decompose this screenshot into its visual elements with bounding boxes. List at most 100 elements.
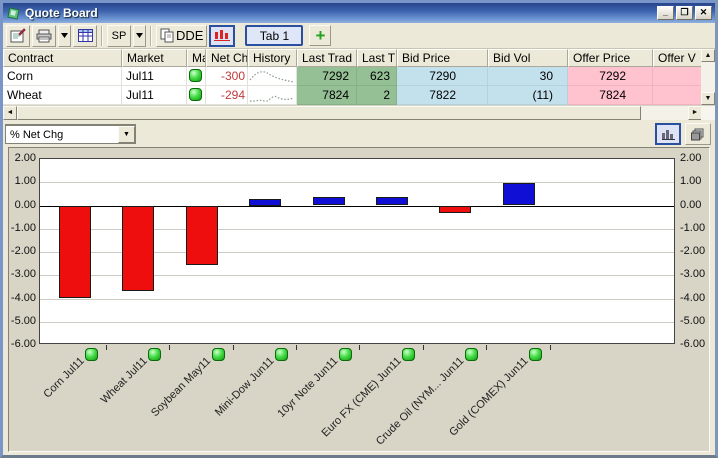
bar-chart-icon (661, 129, 675, 140)
gridline (40, 322, 674, 323)
y-axis-label-left: -2.00 (10, 245, 36, 257)
minimize-button[interactable]: _ (657, 6, 674, 20)
y-axis-label-left: 0.00 (14, 198, 36, 211)
chevron-down-icon[interactable]: ▼ (118, 126, 135, 143)
bar-chart-view-button[interactable] (655, 123, 681, 145)
column-header-ma[interactable]: Ma (187, 49, 206, 67)
category-status-led-icon (339, 348, 352, 361)
category-status-led-icon (465, 348, 478, 361)
x-axis-tick (359, 345, 361, 350)
properties-button[interactable] (6, 24, 30, 47)
history-sparkline (249, 95, 295, 102)
cell-last-trade: 7292 (297, 67, 357, 86)
cell-offer-price: 7292 (568, 67, 653, 86)
layers-icon (691, 128, 704, 140)
cell-net-chg: -300 (206, 67, 248, 86)
grid-settings-button[interactable] (73, 24, 97, 47)
category-status-led-icon (402, 348, 415, 361)
scroll-up-button[interactable]: ▲ (701, 49, 715, 62)
y-axis-label-left: -3.00 (10, 268, 36, 281)
category-status-led-icon (148, 348, 161, 361)
y-axis-label-right: 2.00 (680, 152, 702, 164)
y-axis-label-left: 2.00 (14, 152, 36, 164)
x-axis-tick (549, 345, 551, 350)
column-header-history[interactable]: History (248, 49, 297, 67)
gridline (40, 252, 674, 253)
table-row[interactable]: Wheat Jul11 -294 7824 2 7822 (11) 7824 (3, 86, 715, 105)
chevron-down-icon (61, 33, 68, 38)
app-logo-icon (7, 6, 20, 20)
x-axis-tick (105, 345, 107, 350)
cell-last-t: 2 (357, 86, 397, 105)
cell-bid-vol: (11) (488, 86, 568, 105)
toolbar-separator (150, 25, 152, 46)
x-axis-tick (169, 345, 171, 350)
y-axis-label-left: 1.00 (14, 175, 36, 188)
column-header-bid-vol[interactable]: Bid Vol (488, 49, 568, 67)
sp-button[interactable]: SP (107, 24, 131, 47)
scrollbar-thumb[interactable] (17, 106, 641, 120)
y-axis-label-right: -6.00 (680, 338, 706, 350)
show-chart-button[interactable] (209, 24, 236, 47)
table-vertical-scrollbar[interactable]: ▲ ▼ (701, 49, 715, 105)
window-title: Quote Board (25, 6, 98, 20)
cell-bid-price: 7822 (397, 86, 488, 105)
cell-last-t: 623 (357, 67, 397, 86)
print-options-dropdown[interactable] (58, 24, 71, 47)
gridline (40, 299, 674, 300)
chart-icon (214, 30, 231, 41)
y-axis-label-right: 1.00 (680, 175, 702, 188)
copy-icon (160, 28, 174, 43)
gridline (40, 182, 674, 183)
market-status-led-icon (189, 88, 202, 101)
scrollbar-corner (701, 106, 715, 120)
sp-dropdown[interactable] (133, 24, 146, 47)
y-axis-label-left: -4.00 (10, 291, 36, 304)
column-header-last-t[interactable]: Last T (357, 49, 397, 67)
cell-offer-price: 7824 (568, 86, 653, 105)
x-axis-category-label: Wheat Jul11 (98, 355, 150, 407)
table-row[interactable]: Corn Jul11 -300 7292 623 7290 30 7292 (3, 67, 715, 86)
bar-soybean-may11 (186, 206, 218, 265)
tab-1[interactable]: Tab 1 (245, 25, 304, 46)
category-status-led-icon (212, 348, 225, 361)
column-header-bid-price[interactable]: Bid Price (397, 49, 488, 67)
cell-net-chg: -294 (206, 86, 248, 105)
layers-view-button[interactable] (685, 123, 711, 145)
add-tab-button[interactable]: + (309, 25, 332, 46)
tab-1-label: Tab 1 (259, 28, 290, 43)
bar-corn-jul11 (59, 206, 91, 298)
chart-view-buttons (655, 123, 711, 145)
x-axis-category-label: 10yr Note Jun11 (275, 355, 341, 420)
y-axis-label-left: -1.00 (10, 221, 36, 234)
cell-history (248, 86, 297, 105)
scroll-left-button[interactable]: ◄ (3, 106, 17, 120)
metric-selector[interactable]: % Net Chg ▼ (5, 124, 136, 144)
y-axis-label-right: -2.00 (680, 245, 706, 257)
column-header-contract[interactable]: Contract (3, 49, 122, 67)
y-axis-label-right: -4.00 (680, 291, 706, 304)
table-horizontal-scrollbar[interactable]: ◄ ► (3, 105, 715, 120)
print-button[interactable] (32, 24, 56, 47)
printer-icon (36, 29, 52, 42)
chevron-down-icon (136, 33, 143, 38)
maximize-button[interactable]: ❐ (676, 6, 693, 20)
cell-contract: Corn (3, 67, 122, 86)
x-axis-category-label: Mini-Dow Jun11 (213, 355, 277, 419)
column-header-offer-price[interactable]: Offer Price (568, 49, 653, 67)
scroll-right-button[interactable]: ► (688, 106, 702, 120)
zero-line (40, 206, 674, 207)
scroll-down-button[interactable]: ▼ (701, 92, 715, 105)
column-header-last-trad[interactable]: Last Trad (297, 49, 357, 67)
x-axis-tick (486, 345, 488, 350)
history-sparkline (249, 71, 295, 83)
dde-copy-button[interactable]: DDE (156, 24, 208, 47)
close-button[interactable]: ✕ (695, 6, 712, 20)
column-header-net-ch[interactable]: Net Ch (206, 49, 248, 67)
cell-offer-vol (653, 86, 715, 105)
column-header-offer-v[interactable]: Offer V (653, 49, 715, 67)
cell-bid-vol: 30 (488, 67, 568, 86)
column-header-market[interactable]: Market (122, 49, 187, 67)
